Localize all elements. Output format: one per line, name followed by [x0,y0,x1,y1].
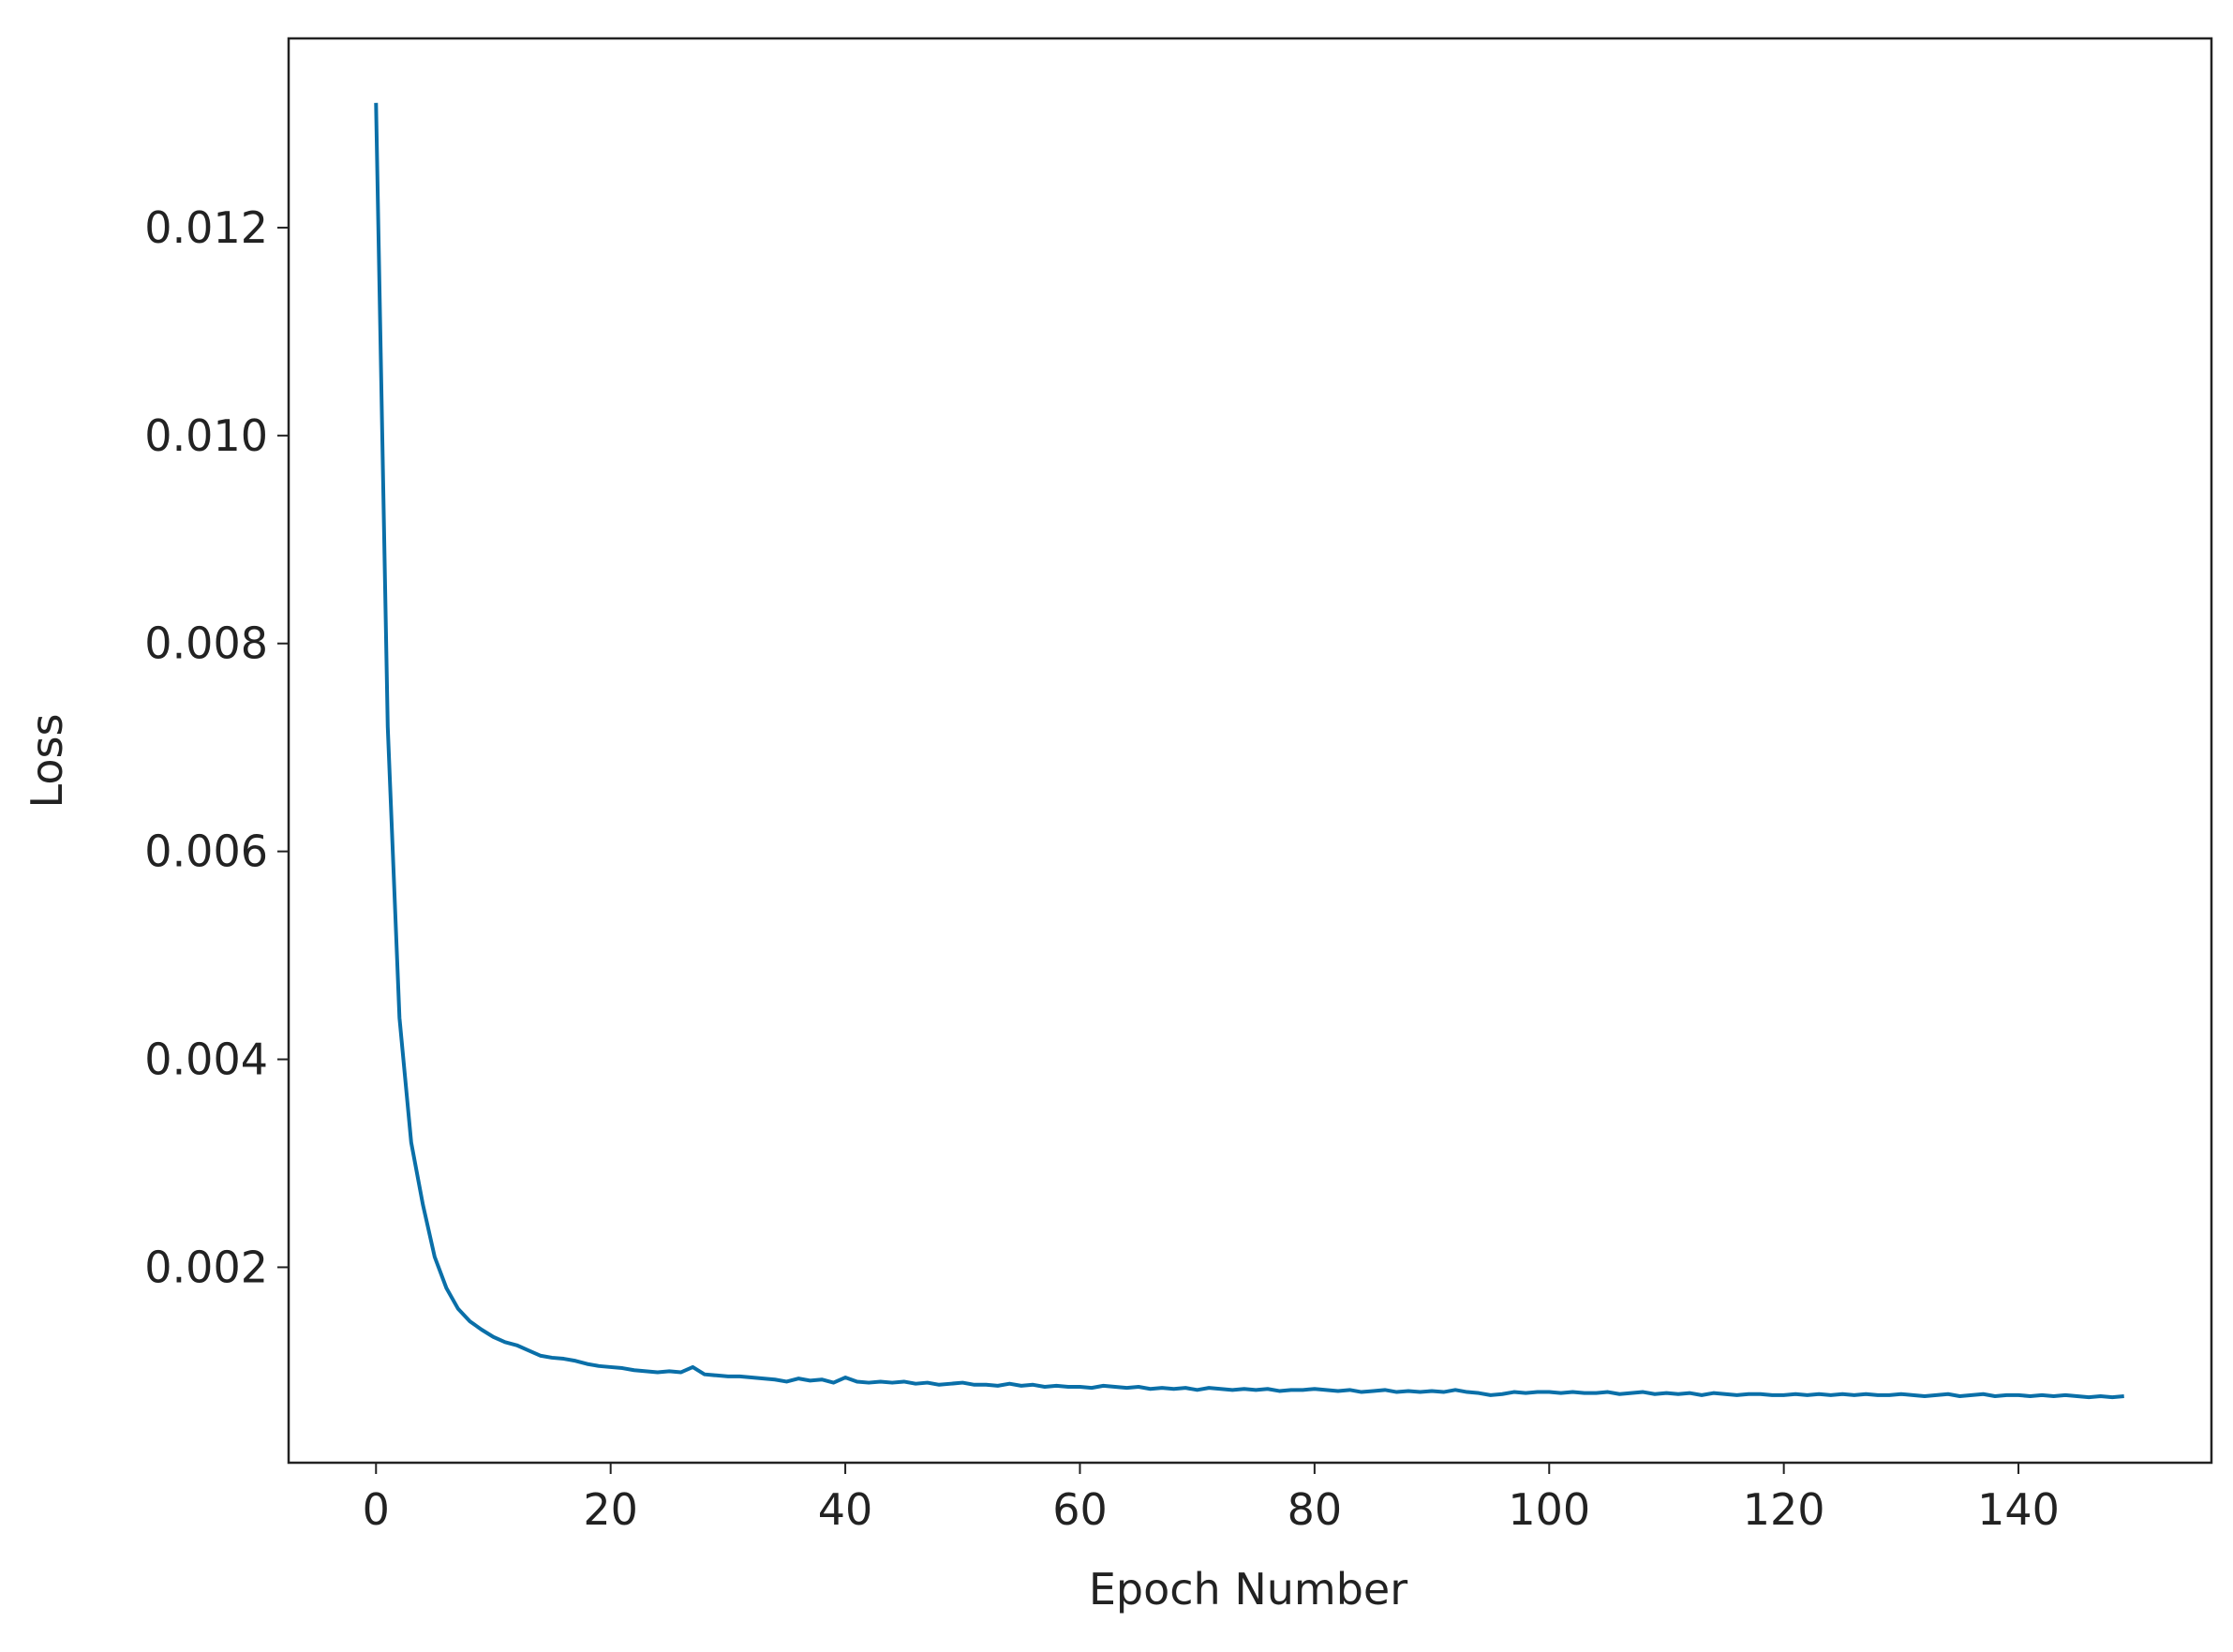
y-tick-label: 0.010 [144,410,268,461]
x-tick-label: 60 [1052,1484,1108,1535]
plot-frame [287,37,2213,1465]
x-tick-label: 140 [1977,1484,2060,1535]
y-tick-label: 0.008 [144,618,268,669]
x-tick-label: 0 [363,1484,390,1535]
y-axis-title: Loss [22,714,72,809]
y-tick-label: 0.004 [144,1034,268,1085]
y-tick-label: 0.002 [144,1242,268,1292]
x-tick-label: 120 [1743,1484,1825,1535]
loss-line [374,102,2124,1400]
x-tick-label: 20 [583,1484,638,1535]
x-tick-label: 40 [818,1484,873,1535]
x-tick-label: 100 [1508,1484,1590,1535]
y-tick-label: 0.012 [144,202,268,253]
x-axis-title: Epoch Number [1089,1564,1407,1615]
x-tick-label: 80 [1288,1484,1343,1535]
y-tick-label: 0.006 [144,826,268,877]
